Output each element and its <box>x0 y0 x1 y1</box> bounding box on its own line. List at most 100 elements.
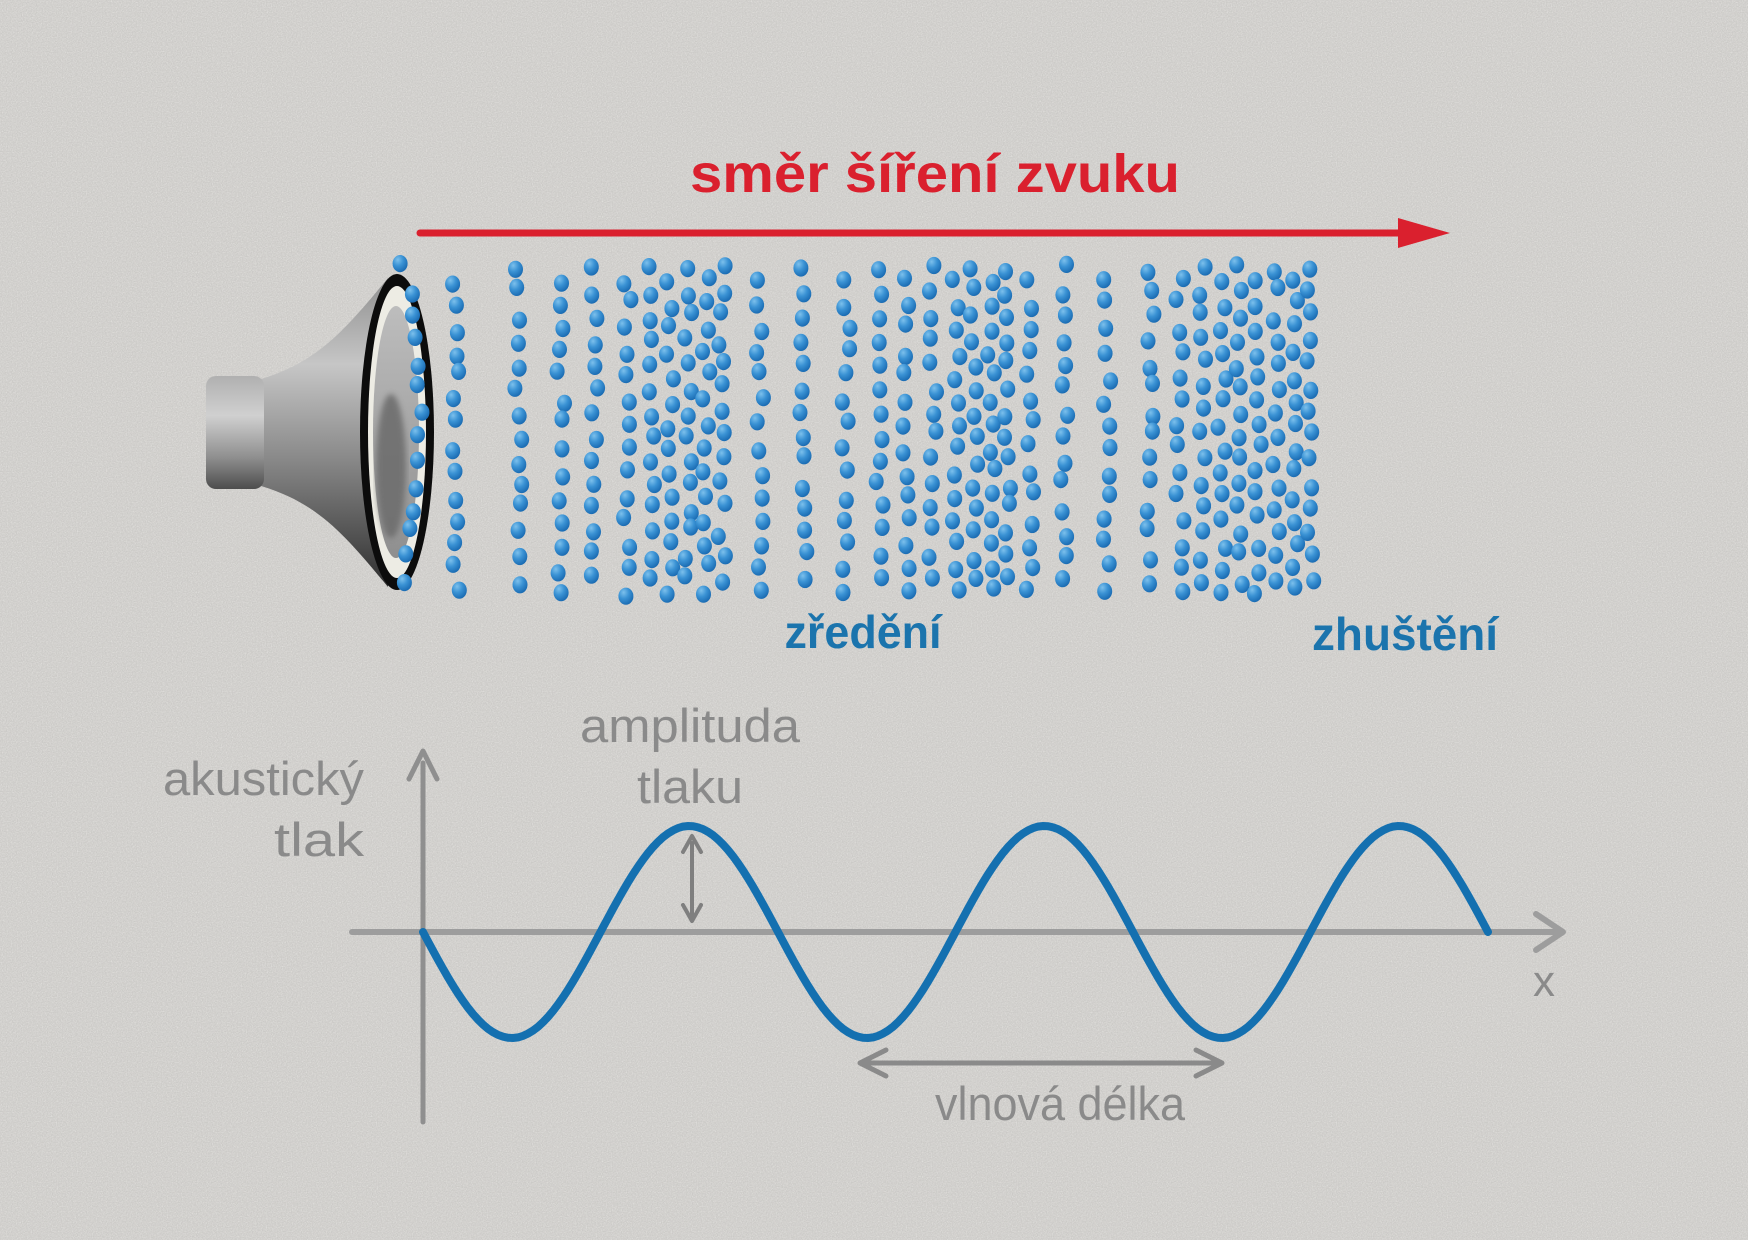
air-particle-dot <box>1058 547 1074 565</box>
air-particle-dot <box>1231 474 1247 492</box>
air-particle-dot <box>1103 372 1119 390</box>
air-particle-dot <box>1023 392 1039 410</box>
air-particle-dot <box>1270 333 1286 351</box>
air-particle-dot <box>1192 303 1208 321</box>
air-particle-dot <box>921 548 937 566</box>
air-particle-dot <box>1299 281 1315 299</box>
air-particle-dot <box>716 353 731 371</box>
air-particle-dot <box>1214 561 1230 580</box>
air-particle-dot <box>512 547 528 566</box>
air-particle-dot <box>924 518 940 536</box>
air-particle-dot <box>1097 291 1113 309</box>
air-particle-dot <box>644 551 660 569</box>
air-particle-dot <box>899 468 915 486</box>
air-particle-dot <box>999 308 1014 326</box>
label-rarefaction: zředění <box>785 606 944 658</box>
air-particle-dot <box>555 468 571 486</box>
air-particle-dot <box>557 394 572 412</box>
air-particle-dot <box>550 564 566 582</box>
air-particle-dot <box>396 574 412 592</box>
air-particle-dot <box>898 315 914 333</box>
air-particle-dot <box>660 439 676 457</box>
air-particle-dot <box>1230 333 1245 351</box>
air-particle-dot <box>716 448 732 466</box>
air-particle-dot <box>922 329 938 347</box>
air-particle-dot <box>696 585 711 603</box>
air-particle-dot <box>621 438 637 456</box>
air-particle-dot <box>950 299 966 317</box>
air-particle-dot <box>1251 564 1267 582</box>
air-particle-dot <box>702 363 718 381</box>
air-particle-dot <box>512 576 528 594</box>
air-particle-dot <box>1169 435 1185 453</box>
air-particle-dot <box>554 274 569 292</box>
air-particle-dot <box>1287 514 1302 532</box>
air-particle-dot <box>1270 428 1286 446</box>
air-particle-dot <box>507 379 523 397</box>
air-particle-dot <box>715 573 731 591</box>
air-particle-dot <box>872 452 888 470</box>
air-particle-dot <box>924 475 940 493</box>
air-particle-dot <box>445 442 461 460</box>
air-particle-dot <box>447 462 463 480</box>
air-particle-dot <box>1192 551 1208 569</box>
air-particle-dot <box>755 512 771 531</box>
x-axis-arrowhead-icon <box>1533 911 1566 953</box>
air-particle-dot <box>714 375 730 393</box>
air-particle-dot <box>874 285 890 303</box>
air-particle-dot <box>1193 328 1209 346</box>
air-particle-dot <box>949 532 965 551</box>
air-particle-dot <box>965 479 981 497</box>
air-particle-dot <box>1247 297 1263 316</box>
air-particle-dot <box>1251 539 1267 558</box>
air-particle-dot <box>1233 281 1249 300</box>
air-particle-dot <box>796 285 812 303</box>
air-particle-dot <box>414 403 430 421</box>
air-particle-dot <box>842 319 858 337</box>
air-particle-dot <box>1022 465 1038 483</box>
air-particle-dot <box>984 511 1000 529</box>
air-particle-dot <box>714 402 730 420</box>
air-particle-dot <box>680 260 696 278</box>
air-particle-dot <box>641 258 657 276</box>
air-particle-dot <box>408 480 424 498</box>
air-particle-dot <box>950 437 966 455</box>
air-particle-dot <box>1175 269 1191 288</box>
air-particle-dot <box>618 366 634 384</box>
air-particle-dot <box>795 354 811 372</box>
air-particle-dot <box>696 439 712 457</box>
air-particle-dot <box>409 376 425 394</box>
air-particle-dot <box>875 496 891 514</box>
air-particle-dot <box>405 503 421 521</box>
air-particle-dot <box>616 318 632 336</box>
air-particle-dot <box>1231 429 1247 447</box>
air-particle-dot <box>998 263 1013 281</box>
air-particle-dot <box>584 286 600 304</box>
air-particle-dot <box>512 311 527 329</box>
air-particle-dot <box>1024 299 1039 318</box>
air-particle-dot <box>901 582 917 600</box>
air-particle-dot <box>1054 503 1070 521</box>
air-particle-dot <box>621 393 637 411</box>
air-particle-dot <box>1096 510 1112 528</box>
air-particle-dot <box>749 296 765 314</box>
air-particle-dot <box>1303 303 1318 321</box>
air-particle-dot <box>1059 528 1075 546</box>
particle-field <box>392 255 1322 605</box>
air-particle-dot <box>410 426 425 444</box>
air-particle-dot <box>1287 578 1303 596</box>
air-particle-dot <box>553 584 569 602</box>
air-particle-dot <box>749 413 765 431</box>
air-particle-dot <box>1250 368 1266 386</box>
air-particle-dot <box>1215 390 1231 408</box>
air-particle-dot <box>948 561 964 579</box>
air-particle-dot <box>984 484 1000 502</box>
air-particle-dot <box>665 370 681 388</box>
air-particle-dot <box>1192 422 1208 440</box>
air-particle-dot <box>962 306 978 324</box>
air-particle-dot <box>1246 585 1262 603</box>
air-particle-dot <box>1288 394 1304 412</box>
air-particle-dot <box>717 257 733 275</box>
air-particle-dot <box>449 324 465 342</box>
